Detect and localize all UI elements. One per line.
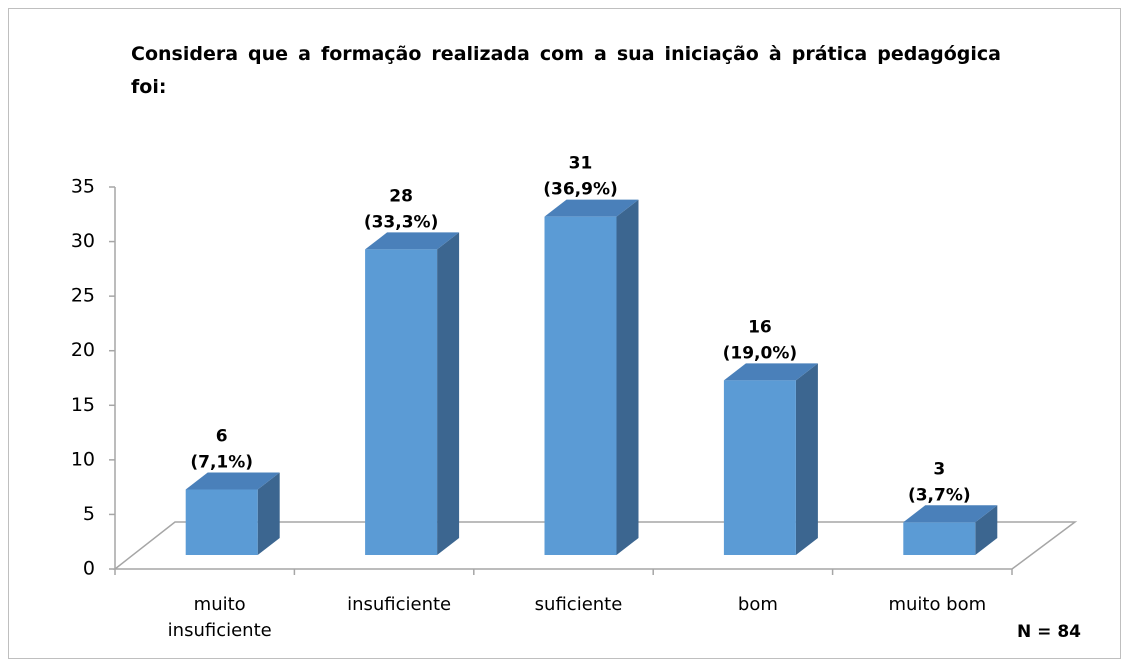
x-tick-label: suficiente [534,594,623,615]
y-tick-label: 30 [71,230,95,252]
y-tick-label: 20 [71,339,95,361]
bar-top [723,363,818,381]
chart-title: Considera que a formação realizada com a… [131,43,1001,98]
y-tick-label: 35 [71,176,95,198]
value-label: 6 [216,427,228,447]
chart-frame [8,8,1121,659]
bar [544,216,617,555]
percent-label: (7,1%) [190,453,253,473]
value-label: 28 [389,186,413,206]
bar-top [365,232,460,250]
y-tick-label: 0 [83,558,95,580]
percent-label: (3,7%) [908,485,971,505]
bar [365,249,438,555]
percent-label: (19,0%) [723,343,798,363]
y-tick-label: 15 [71,394,95,416]
value-label: 31 [569,154,593,174]
percent-label: (33,3%) [364,212,439,232]
bar [723,380,796,555]
note: N = 84 [1017,622,1081,642]
bar-side [616,199,639,555]
y-tick-label: 5 [83,503,95,525]
x-tick-label: insuficiente [347,594,452,615]
y-tick-label: 10 [71,448,95,470]
x-tick-label: muito insuficiente [167,594,272,641]
value-label: 3 [933,459,945,479]
value-label: 16 [748,317,772,337]
floor [112,521,1078,570]
bar-top [185,472,280,490]
bar [185,489,258,555]
bar-top [903,505,998,523]
bar-side [437,232,460,555]
bar-side [257,472,280,555]
percent-label: (36,9%) [543,180,618,200]
y-tick-label: 25 [71,285,95,307]
x-tick-label: bom [737,594,778,615]
bar-side [975,505,998,555]
x-tick-label: muito bom [888,594,987,615]
bar [903,522,976,555]
bar-side [795,363,818,555]
bar-top [544,199,639,217]
